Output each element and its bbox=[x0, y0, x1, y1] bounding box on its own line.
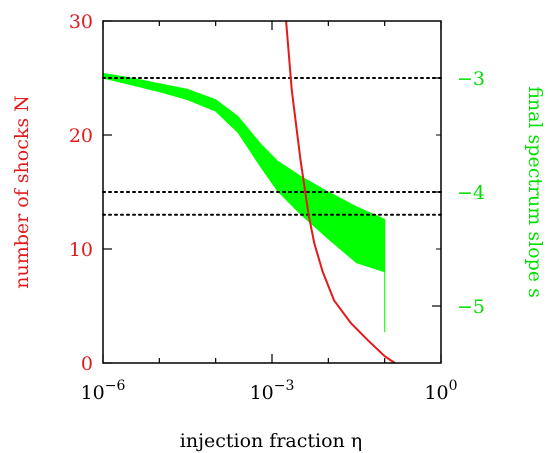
left-tick-label-20: 20 bbox=[69, 125, 93, 147]
shocks-curve-layer bbox=[285, 20, 396, 364]
x-tick-exponent: −3 bbox=[274, 378, 295, 394]
x-tick-exponent: 0 bbox=[449, 378, 458, 394]
x-tick-exponent: −6 bbox=[105, 378, 126, 394]
x-tick-label-3: 100 bbox=[424, 378, 457, 404]
x-tick-base: 10 bbox=[424, 382, 448, 404]
x-tick-base: 10 bbox=[81, 382, 105, 404]
slope-band-layer bbox=[102, 72, 386, 333]
x-tick-base: 10 bbox=[250, 382, 274, 404]
right-tick-label-2: −4 bbox=[457, 182, 485, 204]
x-tick-label-2: 10−3 bbox=[250, 378, 295, 404]
reference-lines-layer bbox=[102, 77, 442, 216]
x-tick-label-1: 10−6 bbox=[81, 378, 126, 404]
right-tick-label-1: −3 bbox=[457, 68, 485, 90]
x-axis-title: injection fraction η bbox=[180, 430, 362, 452]
slope-band bbox=[102, 72, 386, 333]
left-tick-label-10: 10 bbox=[69, 239, 93, 261]
left-tick-label-30: 30 bbox=[69, 11, 93, 33]
right-axis-title: final spectrum slope s bbox=[524, 86, 546, 298]
left-axis-title: number of shocks N bbox=[11, 95, 33, 289]
shocks-curve bbox=[285, 20, 396, 364]
right-tick-label-3: −5 bbox=[457, 296, 485, 318]
left-tick-label-0: 0 bbox=[81, 353, 93, 375]
